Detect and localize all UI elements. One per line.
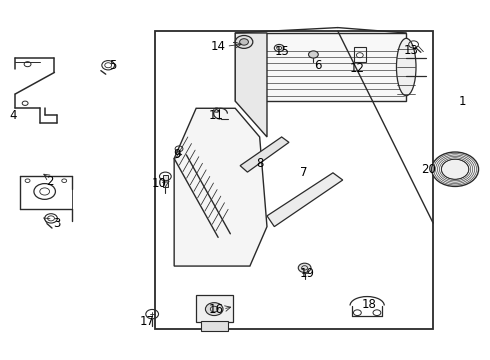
Polygon shape (235, 33, 267, 137)
Text: 8: 8 (256, 157, 263, 170)
Text: 2: 2 (46, 175, 53, 188)
Circle shape (205, 303, 223, 316)
Ellipse shape (396, 39, 416, 96)
Text: 17: 17 (140, 315, 155, 328)
Text: 3: 3 (53, 216, 61, 230)
Polygon shape (174, 108, 267, 266)
Bar (163, 175, 168, 187)
Text: 4: 4 (9, 109, 17, 122)
Bar (354, 47, 366, 62)
Circle shape (309, 51, 318, 58)
Text: 5: 5 (109, 59, 117, 72)
Polygon shape (267, 173, 343, 226)
Text: 7: 7 (300, 166, 307, 179)
Text: 1: 1 (459, 95, 466, 108)
Text: 12: 12 (350, 62, 365, 75)
Text: 15: 15 (274, 45, 289, 58)
Text: 18: 18 (362, 298, 377, 311)
Circle shape (235, 36, 253, 48)
Bar (20, 176, 72, 209)
Bar (196, 295, 233, 321)
Bar (201, 321, 228, 330)
Text: 9: 9 (173, 148, 180, 161)
Text: 6: 6 (315, 59, 322, 72)
Text: 20: 20 (421, 163, 436, 176)
Bar (155, 31, 433, 329)
Text: 19: 19 (300, 267, 315, 280)
Circle shape (432, 152, 479, 186)
Polygon shape (235, 33, 406, 101)
Circle shape (240, 39, 248, 45)
Text: 11: 11 (208, 109, 223, 122)
Text: 10: 10 (152, 177, 167, 190)
Circle shape (298, 263, 311, 273)
Text: 16: 16 (208, 303, 223, 316)
Text: 14: 14 (211, 40, 225, 53)
Polygon shape (240, 137, 289, 172)
Text: 13: 13 (404, 44, 418, 57)
